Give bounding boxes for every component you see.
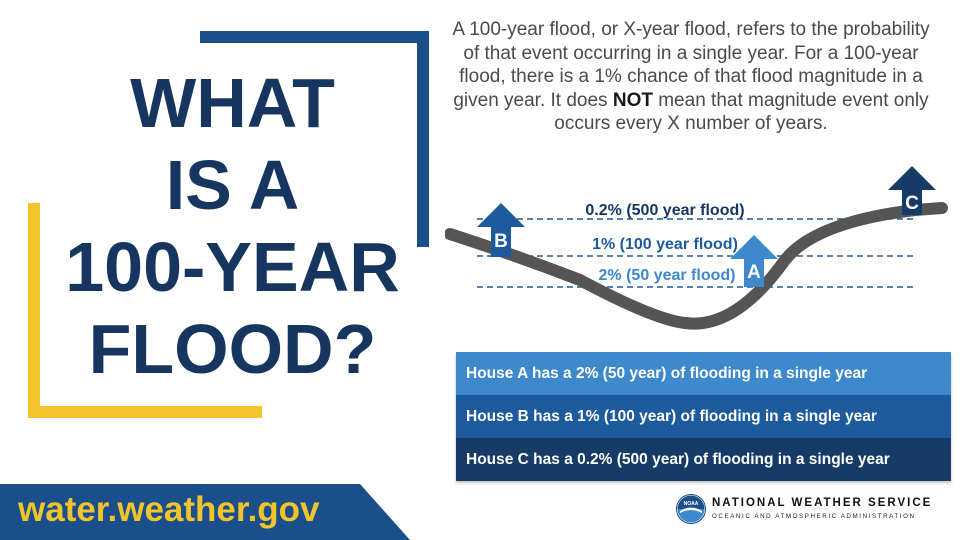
caption-house-a: House A has a 2% (50 year) of flooding i… xyxy=(456,352,951,395)
blue-bracket-side xyxy=(417,31,429,247)
intro-text-1: A 100-year flood, or X-year flood, refer… xyxy=(452,19,930,111)
footer-url[interactable]: water.weather.gov xyxy=(18,490,320,529)
noaa-logo-icon: NOAA xyxy=(676,494,706,524)
house-c-icon: C xyxy=(888,166,936,215)
intro-paragraph: A 100-year flood, or X-year flood, refer… xyxy=(443,18,939,136)
house-c-letter: C xyxy=(905,193,919,214)
caption-house-c: House C has a 0.2% (500 year) of floodin… xyxy=(456,438,951,481)
level-label-500: 0.2% (500 year flood) xyxy=(585,202,744,219)
footer-band xyxy=(0,484,410,540)
intro-emphasis: NOT xyxy=(612,89,653,111)
house-a-letter: A xyxy=(747,262,761,283)
terrain-curve xyxy=(445,202,948,330)
gold-bracket-bottom xyxy=(28,406,262,418)
house-b-icon: B xyxy=(477,203,525,257)
flood-level-diagram: 0.2% (500 year flood) 1% (100 year flood… xyxy=(445,166,948,330)
level-label-100: 1% (100 year flood) xyxy=(592,236,738,253)
title-line-3: 100-YEAR xyxy=(65,228,400,306)
house-b-letter: B xyxy=(494,231,508,252)
intro-text-2: mean that magnitude event only occurs ev… xyxy=(554,89,929,135)
agency-branding: NOAA NATIONAL WEATHER SERVICE OCEANIC AN… xyxy=(676,494,956,528)
agency-subtitle: OCEANIC AND ATMOSPHERIC ADMINISTRATION xyxy=(712,513,916,520)
gold-bracket-side xyxy=(28,203,40,418)
title-line-4: FLOOD? xyxy=(88,310,377,388)
level-label-50: 2% (50 year flood) xyxy=(599,267,736,284)
blue-bracket-top xyxy=(200,31,429,43)
noaa-logo-text: NOAA xyxy=(684,501,699,507)
title-line-2: IS A xyxy=(165,146,300,224)
title-line-1: WHAT xyxy=(130,64,335,142)
page-title: WHAT IS A 100-YEAR FLOOD? xyxy=(45,62,420,390)
house-a-icon: A xyxy=(730,235,778,287)
house-captions: House A has a 2% (50 year) of flooding i… xyxy=(456,352,951,481)
agency-name: NATIONAL WEATHER SERVICE xyxy=(712,497,933,509)
caption-house-b: House B has a 1% (100 year) of flooding … xyxy=(456,395,951,438)
